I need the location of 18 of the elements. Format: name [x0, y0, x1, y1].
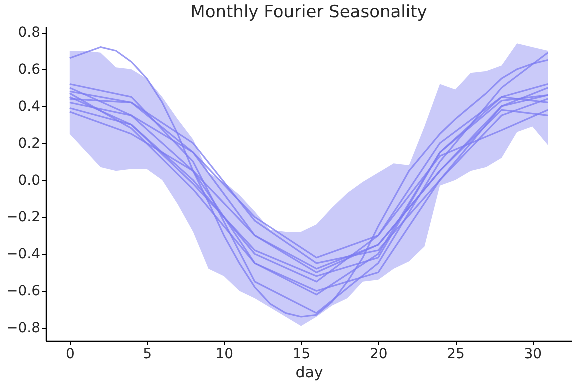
x-tick-label: 0: [66, 346, 75, 362]
y-tick-label: −0.8: [6, 320, 40, 337]
y-tick-label: −0.6: [6, 284, 41, 300]
x-tick-label: 20: [370, 346, 388, 362]
y-tick-label: −0.2: [6, 210, 40, 226]
chart-title: Monthly Fourier Seasonality: [190, 2, 428, 23]
x-tick-label: 30: [524, 346, 542, 362]
y-tick-label: 0.6: [18, 62, 41, 78]
x-tick-label: 25: [447, 346, 465, 362]
y-tick-label: 0.2: [18, 136, 40, 152]
y-tick-label: 0.8: [18, 25, 40, 42]
x-tick-label: 5: [143, 346, 152, 362]
y-tick-label: −0.4: [6, 246, 41, 263]
y-tick-label: 0.4: [18, 98, 41, 115]
x-axis-title: day: [296, 364, 324, 382]
y-tick-label: 0.0: [18, 172, 40, 189]
x-tick-label: 10: [216, 346, 234, 362]
x-tick-label: 15: [292, 346, 311, 362]
